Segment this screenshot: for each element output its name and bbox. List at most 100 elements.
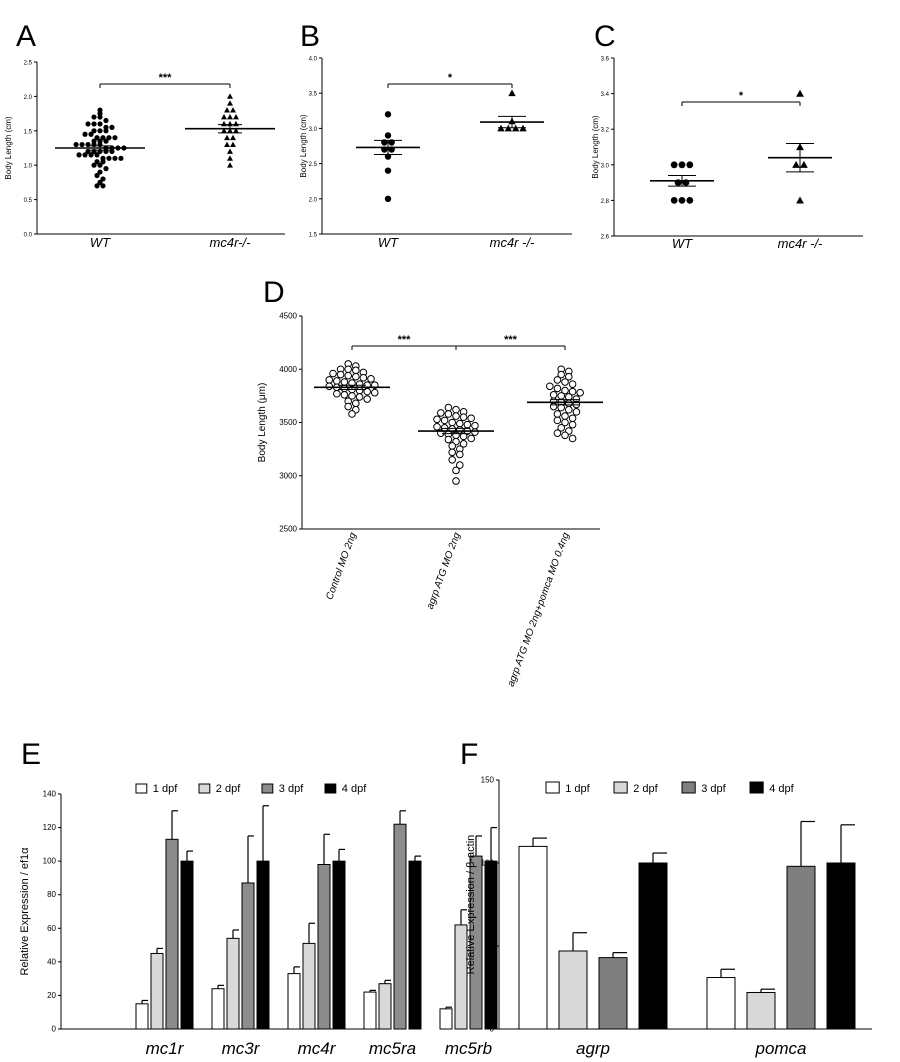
data-point-circle <box>88 152 94 158</box>
panel-label-a: A <box>16 20 36 53</box>
bar <box>256 860 270 1030</box>
data-point-circle <box>452 466 460 475</box>
data-point-circle <box>103 128 109 134</box>
data-point-triangle <box>232 127 239 134</box>
bar <box>150 952 164 1030</box>
data-point-circle <box>384 167 392 174</box>
chart-panel-a: 0.0 0.5 1.0 1.5 2.0 2.5 Body Length (cm) WT mc4r… <box>4 61 285 250</box>
bar <box>598 957 628 1030</box>
y-tick-label: 4.0 <box>309 57 318 63</box>
significance-stars: *** <box>398 334 412 346</box>
data-point-circle <box>351 399 360 408</box>
x-category-label: WT <box>90 235 111 250</box>
data-point-circle <box>384 195 392 202</box>
data-point-circle <box>433 422 441 431</box>
panel-label-f: F <box>460 738 478 771</box>
data-point-circle <box>97 169 103 175</box>
data-point-circle <box>459 413 468 421</box>
bar <box>558 950 588 1030</box>
data-point-circle <box>348 410 356 418</box>
y-tick-label: 80 <box>47 890 56 899</box>
data-point-circle <box>561 386 569 395</box>
x-category-label: WT <box>672 236 693 251</box>
data-point-circle <box>444 435 453 444</box>
legend-label: 3 dpf <box>701 783 726 795</box>
data-point-triangle <box>232 114 239 120</box>
data-point-circle <box>91 128 97 134</box>
data-point-triangle <box>796 196 804 204</box>
data-point-triangle <box>796 89 804 97</box>
data-point-triangle <box>227 100 233 106</box>
data-point-circle <box>97 179 103 185</box>
data-point-circle <box>455 461 464 469</box>
data-point-circle <box>557 370 566 379</box>
data-point-circle <box>572 408 581 416</box>
data-point-triangle <box>230 134 236 141</box>
data-point-triangle <box>227 148 233 154</box>
legend-label: 1 dpf <box>565 783 590 795</box>
data-point-circle <box>459 432 468 441</box>
y-tick-label: 4000 <box>279 365 297 374</box>
data-point-circle <box>452 405 460 414</box>
data-point-circle <box>103 166 109 172</box>
data-point-triangle <box>221 127 228 134</box>
data-point-circle <box>471 428 479 436</box>
data-point-circle <box>355 380 364 388</box>
data-point-circle <box>553 376 562 384</box>
x-category-label: Control MO 2ng <box>324 531 359 602</box>
data-point-circle <box>97 121 103 127</box>
y-tick-label: 120 <box>43 823 57 832</box>
x-category-label: mc4r-/- <box>210 235 252 250</box>
data-point-triangle <box>224 141 230 147</box>
legend-swatch <box>749 781 764 794</box>
data-point-circle <box>553 416 562 425</box>
bar <box>363 991 377 1030</box>
data-point-circle <box>97 162 103 168</box>
y-tick-label: 2500 <box>279 525 297 534</box>
data-point-circle <box>112 155 118 161</box>
data-point-circle <box>384 111 392 118</box>
data-point-circle <box>325 382 334 391</box>
y-tick-label: 40 <box>47 957 56 966</box>
y-axis-title: Body Length (cm) <box>299 114 308 177</box>
y-axis-title: Relative Expression / β-actin <box>465 835 477 975</box>
data-point-circle <box>333 389 341 398</box>
panel-label-d: D <box>263 276 285 309</box>
legend-label: 4 dpf <box>769 783 794 795</box>
bar <box>135 1003 149 1030</box>
bar <box>241 882 255 1030</box>
y-tick-label: 3.4 <box>601 92 610 98</box>
y-tick-label: 2.5 <box>309 162 318 168</box>
data-point-triangle <box>227 114 233 120</box>
y-tick-label: 0 <box>490 1025 495 1034</box>
data-point-circle <box>448 418 457 427</box>
data-point-circle <box>100 176 106 182</box>
y-tick-label: 140 <box>43 790 57 799</box>
data-point-circle <box>455 450 464 459</box>
data-point-circle <box>88 131 94 137</box>
chart-panel-f: 0 50 100 150 Relative Expression / β-actin ag… <box>465 776 872 1058</box>
data-point-circle <box>678 197 686 204</box>
data-point-circle <box>344 402 353 411</box>
data-point-circle <box>471 421 479 430</box>
y-tick-label: 2.0 <box>309 197 318 203</box>
data-point-triangle <box>227 93 233 99</box>
data-point-circle <box>568 387 577 396</box>
data-point-circle <box>433 415 441 424</box>
data-point-circle <box>91 114 97 120</box>
y-tick-label: 1.5 <box>24 129 33 135</box>
bar <box>287 973 301 1030</box>
data-point-circle <box>94 159 100 165</box>
data-point-circle <box>333 377 341 385</box>
y-tick-label: 100 <box>43 857 57 866</box>
bar <box>302 942 316 1030</box>
bar <box>469 855 483 1030</box>
bar <box>408 860 422 1030</box>
data-point-circle <box>467 414 475 423</box>
data-point-circle <box>452 412 460 420</box>
chart-panel-d: 2500 3000 3500 4000 4500 Body Length (μm) Cont… <box>257 312 603 688</box>
legend-swatch <box>261 783 274 794</box>
bar <box>454 924 468 1030</box>
data-point-circle <box>384 153 392 160</box>
y-axis-title: Body Length (cm) <box>4 116 13 179</box>
